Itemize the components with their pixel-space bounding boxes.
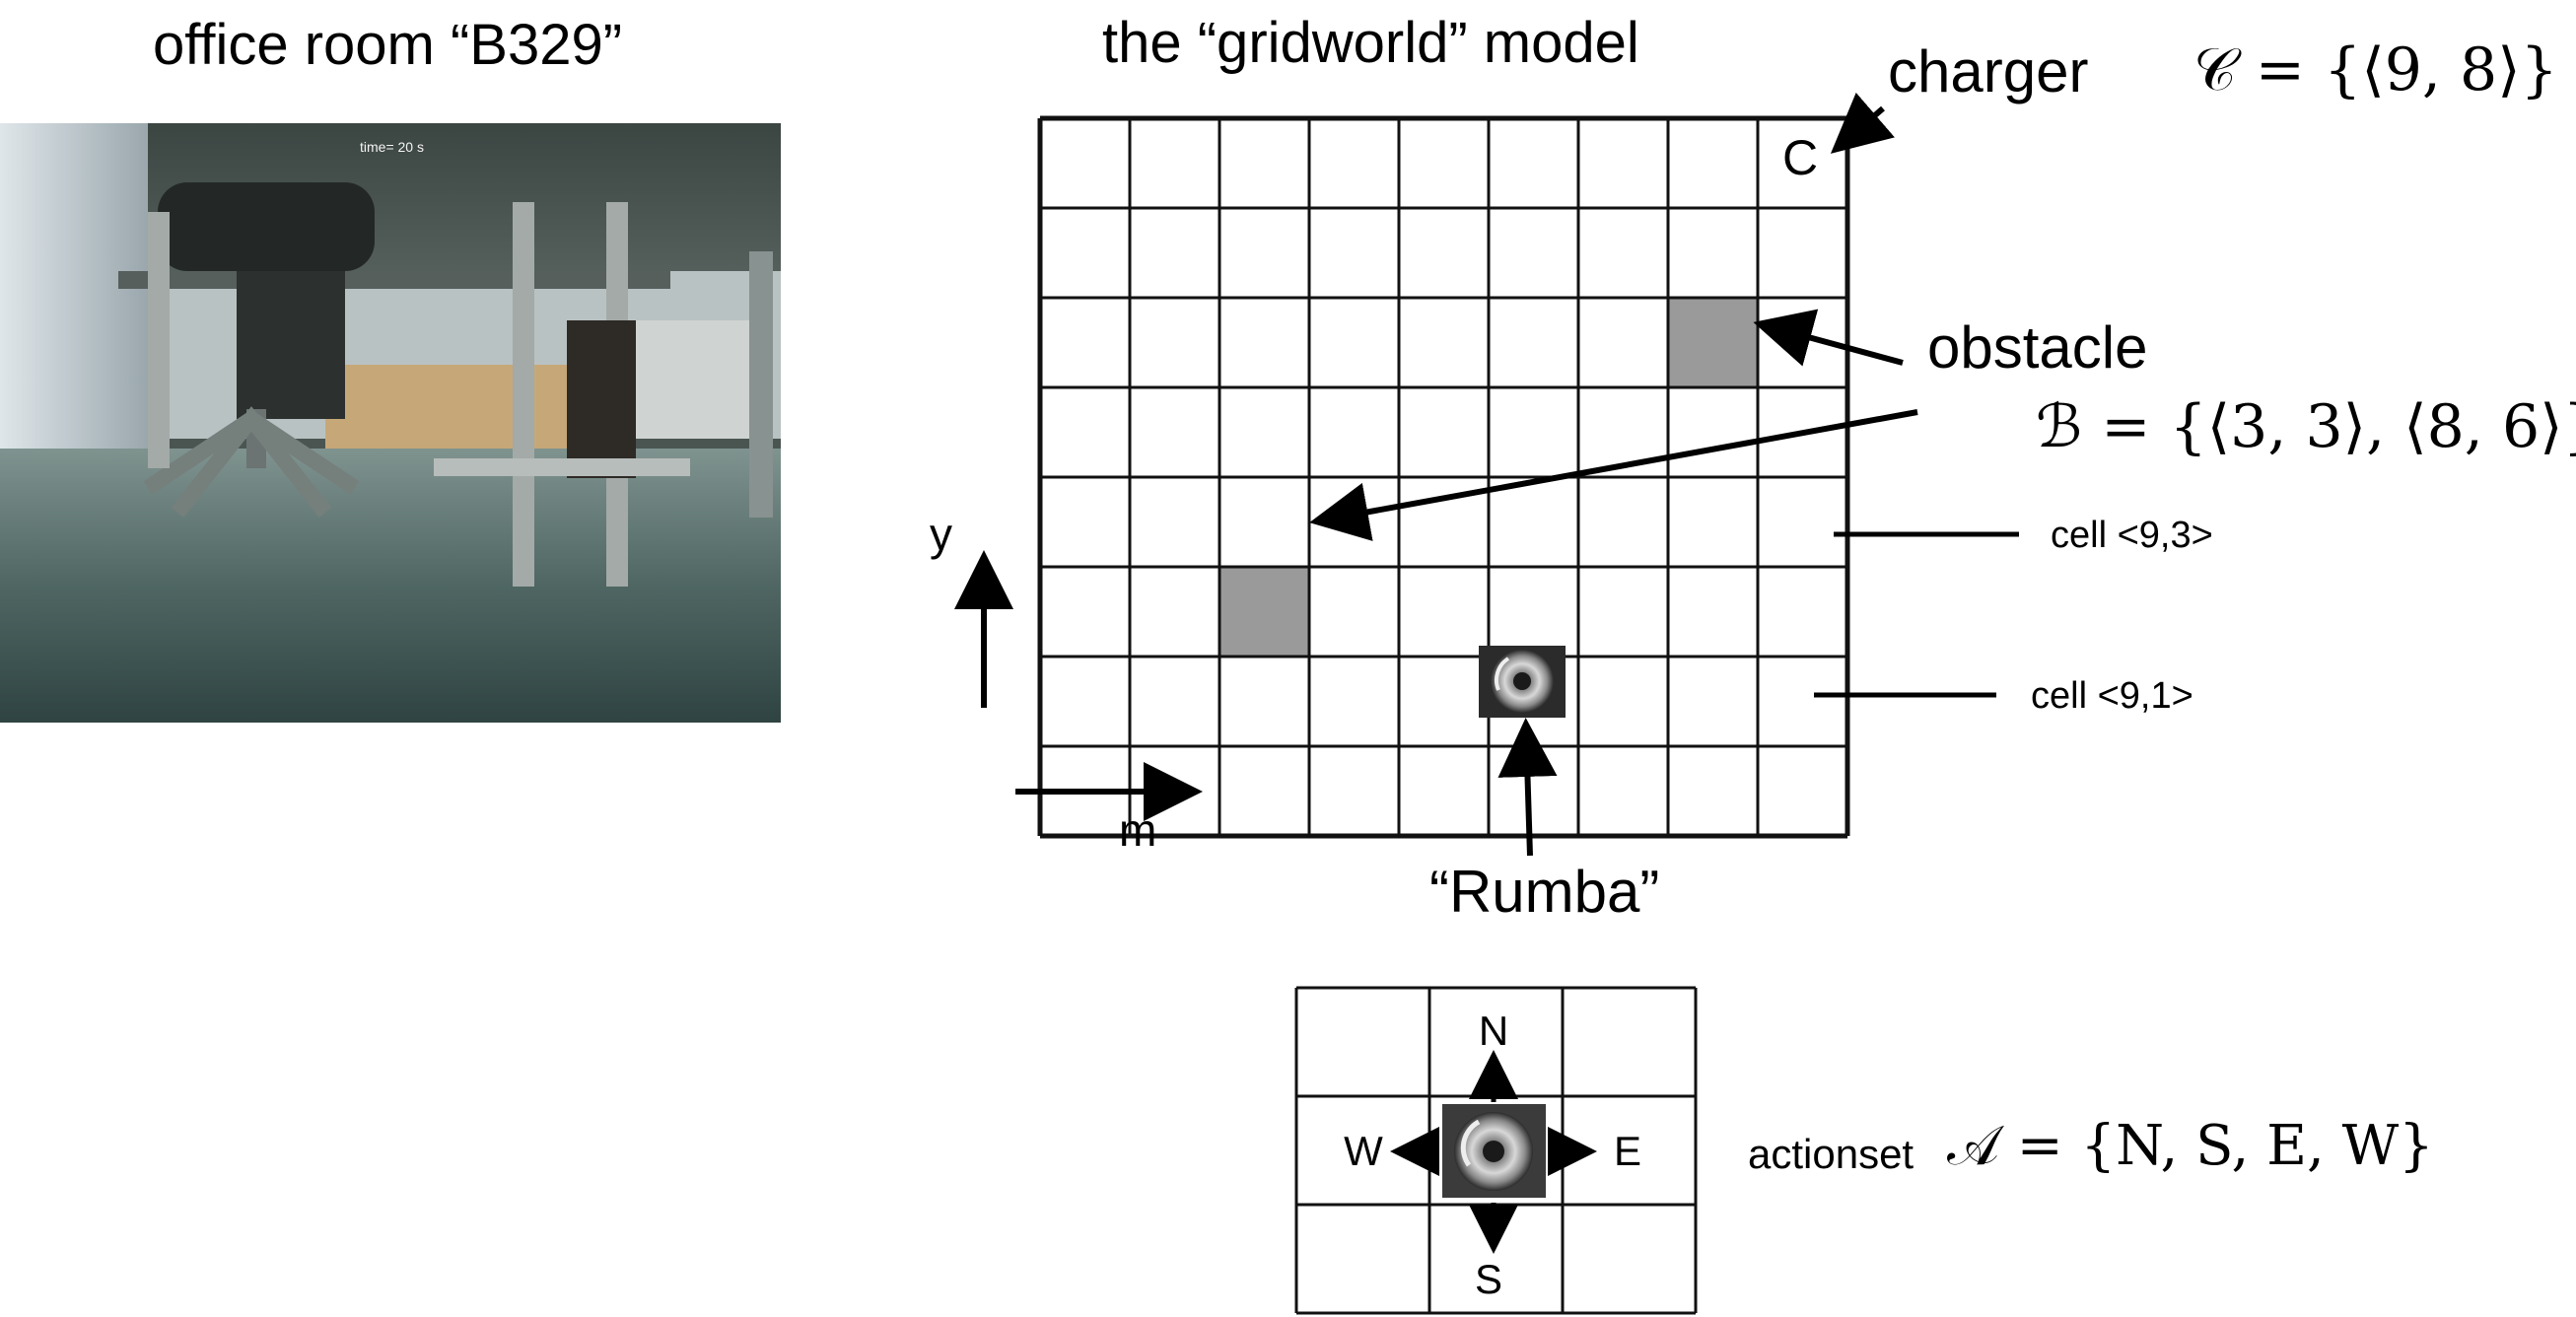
- obstacle-cell: [1219, 567, 1309, 657]
- action-robot-icon: [1442, 1104, 1546, 1198]
- action-label-east: E: [1614, 1128, 1641, 1174]
- action-label-south: S: [1475, 1256, 1502, 1302]
- actionset-formula: 𝒜 = {N, S, E, W}: [1947, 1114, 2434, 1178]
- obstacle-set-formula: ℬ = {⟨3, 3⟩, ⟨8, 6⟩}: [2036, 392, 2576, 461]
- office-room-photo: time= 20 s: [0, 123, 781, 723]
- obstacle-label: obstacle: [1927, 314, 2148, 381]
- charger-label: charger: [1888, 38, 2089, 104]
- obstacle-cells: [1219, 298, 1758, 657]
- x-axis-label: m: [1119, 804, 1157, 856]
- action-label-west: W: [1344, 1128, 1383, 1174]
- charger-arrow: [1830, 92, 1895, 154]
- rumba-arrow: [1497, 718, 1558, 857]
- charger-set-formula: 𝒞 = {⟨9, 8⟩}: [2193, 35, 2558, 104]
- rumba-label: “Rumba”: [1429, 859, 1660, 925]
- cell-9-3-label: cell <9,3>: [2051, 515, 2213, 556]
- obstacle-arrow-lower: [1309, 409, 1918, 541]
- photo-timestamp: time= 20 s: [360, 139, 424, 155]
- action-label-north: N: [1479, 1007, 1508, 1054]
- photo-title: office room “B329”: [153, 13, 623, 77]
- charger-cell-label: C: [1782, 130, 1818, 185]
- y-axis-label: y: [930, 509, 952, 560]
- cell-9-1-label: cell <9,1>: [2031, 675, 2193, 717]
- gridworld-title: the “gridworld” model: [1102, 11, 1639, 75]
- actionset-label: actionset: [1748, 1131, 1915, 1177]
- gridworld-grid: [1037, 115, 1850, 839]
- obstacle-arrow-upper: [1753, 309, 1904, 367]
- obstacle-cell: [1668, 298, 1758, 387]
- rumba-robot-icon: [1479, 646, 1566, 718]
